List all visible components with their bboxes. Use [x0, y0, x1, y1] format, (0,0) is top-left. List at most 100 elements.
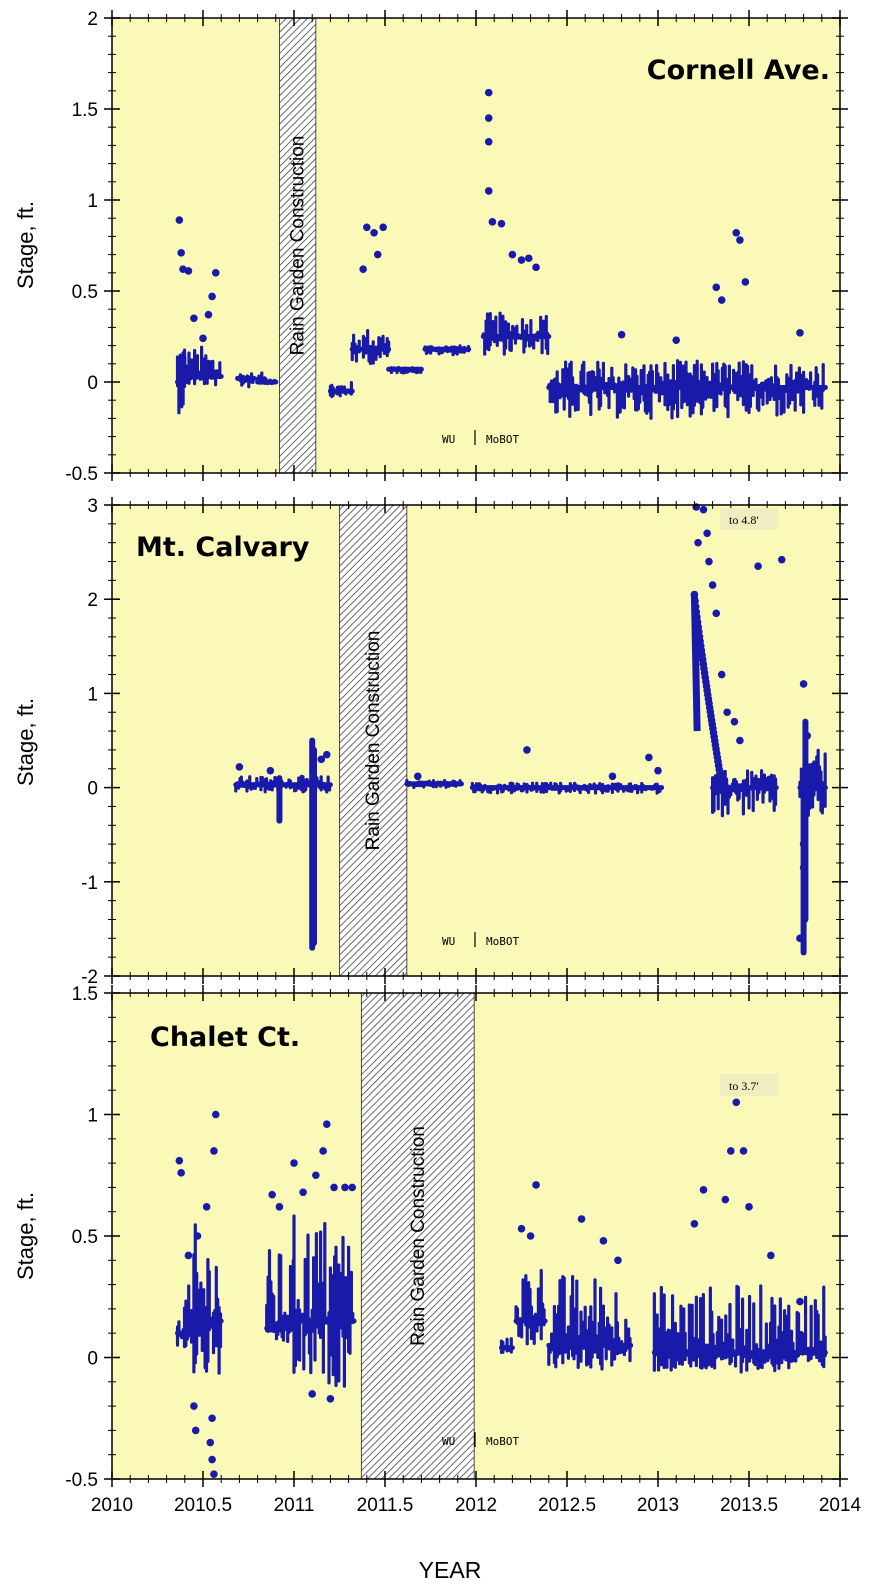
data-point: [736, 736, 744, 745]
plot-frame-mt-calvary: [111, 504, 841, 977]
data-point: [796, 934, 804, 943]
x-tick-label: 2013.5: [720, 1495, 778, 1516]
x-tick-label: 2012.5: [538, 1495, 596, 1516]
data-point: [484, 88, 493, 97]
data-point: [206, 1438, 215, 1447]
data-point: [690, 1220, 699, 1228]
data-point: [184, 1251, 193, 1260]
plot-area-mt-calvary: [112, 505, 840, 976]
data-point: [712, 609, 721, 618]
data-point: [208, 1455, 216, 1464]
data-point: [308, 1390, 317, 1398]
data-point: [268, 1190, 276, 1199]
x-axis-label: YEAR: [419, 1557, 482, 1583]
data-point: [736, 236, 744, 244]
y-tick-label: 3: [87, 496, 98, 517]
legend-note-left-cornell: WU: [442, 433, 455, 446]
data-point: [730, 717, 739, 726]
data-point: [717, 670, 726, 679]
data-points-chalet: [175, 1081, 828, 1478]
y-axis-label-cornell: Stage, ft.: [13, 201, 38, 289]
data-bar: [690, 594, 701, 732]
x-tick-label: 2011.5: [357, 1495, 414, 1516]
data-point: [614, 1256, 622, 1265]
construction-label-chalet: Rain Garden Construction: [408, 1126, 429, 1346]
data-point: [199, 334, 207, 343]
x-tick-label: 2010: [91, 1495, 133, 1516]
data-point: [413, 772, 422, 781]
construction-label-mt-calvary: Rain Garden Construction: [363, 631, 384, 851]
y-tick-label: 0: [87, 373, 98, 394]
site-title-mt-calvary: Mt. Calvary: [136, 532, 310, 563]
x-tick-label: 2014: [819, 1495, 862, 1516]
plot-frame-cornell: [111, 17, 841, 474]
data-point: [235, 763, 244, 771]
data-point: [508, 250, 517, 259]
data-point: [379, 223, 387, 232]
data-point: [312, 1171, 320, 1180]
data-point: [739, 1147, 748, 1155]
data-point: [699, 1186, 708, 1194]
y-axis-label-mt-calvary: Stage, ft.: [13, 698, 38, 786]
y-tick-label: -0.5: [65, 1470, 98, 1491]
annotation-mt-calvary: to 4.8': [729, 513, 759, 527]
data-point: [208, 1414, 216, 1423]
data-point: [699, 505, 708, 514]
data-point: [705, 557, 713, 566]
panel-chalet: Rain Garden Construction -0.5 0 0.5 1 1.5 Ch…: [13, 984, 848, 1491]
legend-note-right-chalet: MoBOT: [486, 1435, 519, 1448]
y-tick-label: 0.5: [72, 282, 98, 303]
y-tick-label: -0.5: [65, 464, 98, 485]
legend-note-right-mt-calvary: MoBOT: [486, 935, 519, 948]
data-point: [191, 1426, 200, 1435]
data-point: [175, 1156, 184, 1165]
data-point: [275, 1203, 284, 1211]
site-title-cornell: Cornell Ave.: [647, 55, 830, 86]
data-point: [532, 1181, 540, 1189]
data-point: [721, 1195, 730, 1204]
data-point: [754, 562, 762, 571]
data-point: [363, 223, 371, 232]
data-point: [211, 1110, 220, 1119]
data-point: [177, 248, 185, 257]
y-tick-label: 0: [87, 1349, 98, 1370]
y-tick-label: 0.5: [72, 1227, 98, 1248]
y-tick-label: 2: [87, 9, 98, 30]
construction-band-chalet: [360, 992, 475, 1480]
data-point: [799, 863, 808, 872]
data-point: [517, 256, 526, 264]
data-point: [694, 538, 702, 547]
data-point: [645, 753, 653, 762]
data-point: [796, 329, 804, 337]
data-points-mt-calvary: [233, 503, 828, 956]
y-tick-label: 1: [87, 191, 98, 212]
data-point: [210, 1470, 218, 1478]
panel-mt-calvary: Rain Garden Construction -2 -1 0 1 2 3 Mt. Ca…: [13, 496, 848, 988]
data-point: [732, 1098, 741, 1107]
legend-note-right-cornell: MoBOT: [486, 433, 519, 446]
data-point: [190, 1402, 198, 1410]
plot-area-chalet: [112, 993, 840, 1479]
y-ticks-cornell: -0.5 0 0.5 1 1.5 2: [65, 9, 848, 485]
x-tick-label: 2012: [455, 1495, 497, 1516]
data-point: [208, 292, 216, 301]
data-point: [799, 680, 808, 688]
x-tick-label: 2010.5: [174, 1495, 232, 1516]
data-point: [317, 755, 326, 764]
data-point: [777, 555, 786, 564]
data-point: [348, 1183, 357, 1192]
data-point: [577, 1215, 586, 1223]
annotation-chalet: to 3.7': [729, 1079, 759, 1093]
data-point: [193, 1232, 202, 1240]
data-point: [708, 581, 717, 589]
data-point: [211, 269, 220, 277]
data-point: [290, 1159, 298, 1167]
data-point: [796, 1297, 804, 1306]
y-axis-label-chalet: Stage, ft.: [13, 1192, 38, 1280]
data-point: [524, 254, 533, 263]
legend-note-left-mt-calvary: WU: [442, 935, 455, 948]
data-point: [712, 283, 721, 292]
data-point: [210, 1147, 218, 1155]
y-tick-label: 1: [87, 684, 98, 705]
